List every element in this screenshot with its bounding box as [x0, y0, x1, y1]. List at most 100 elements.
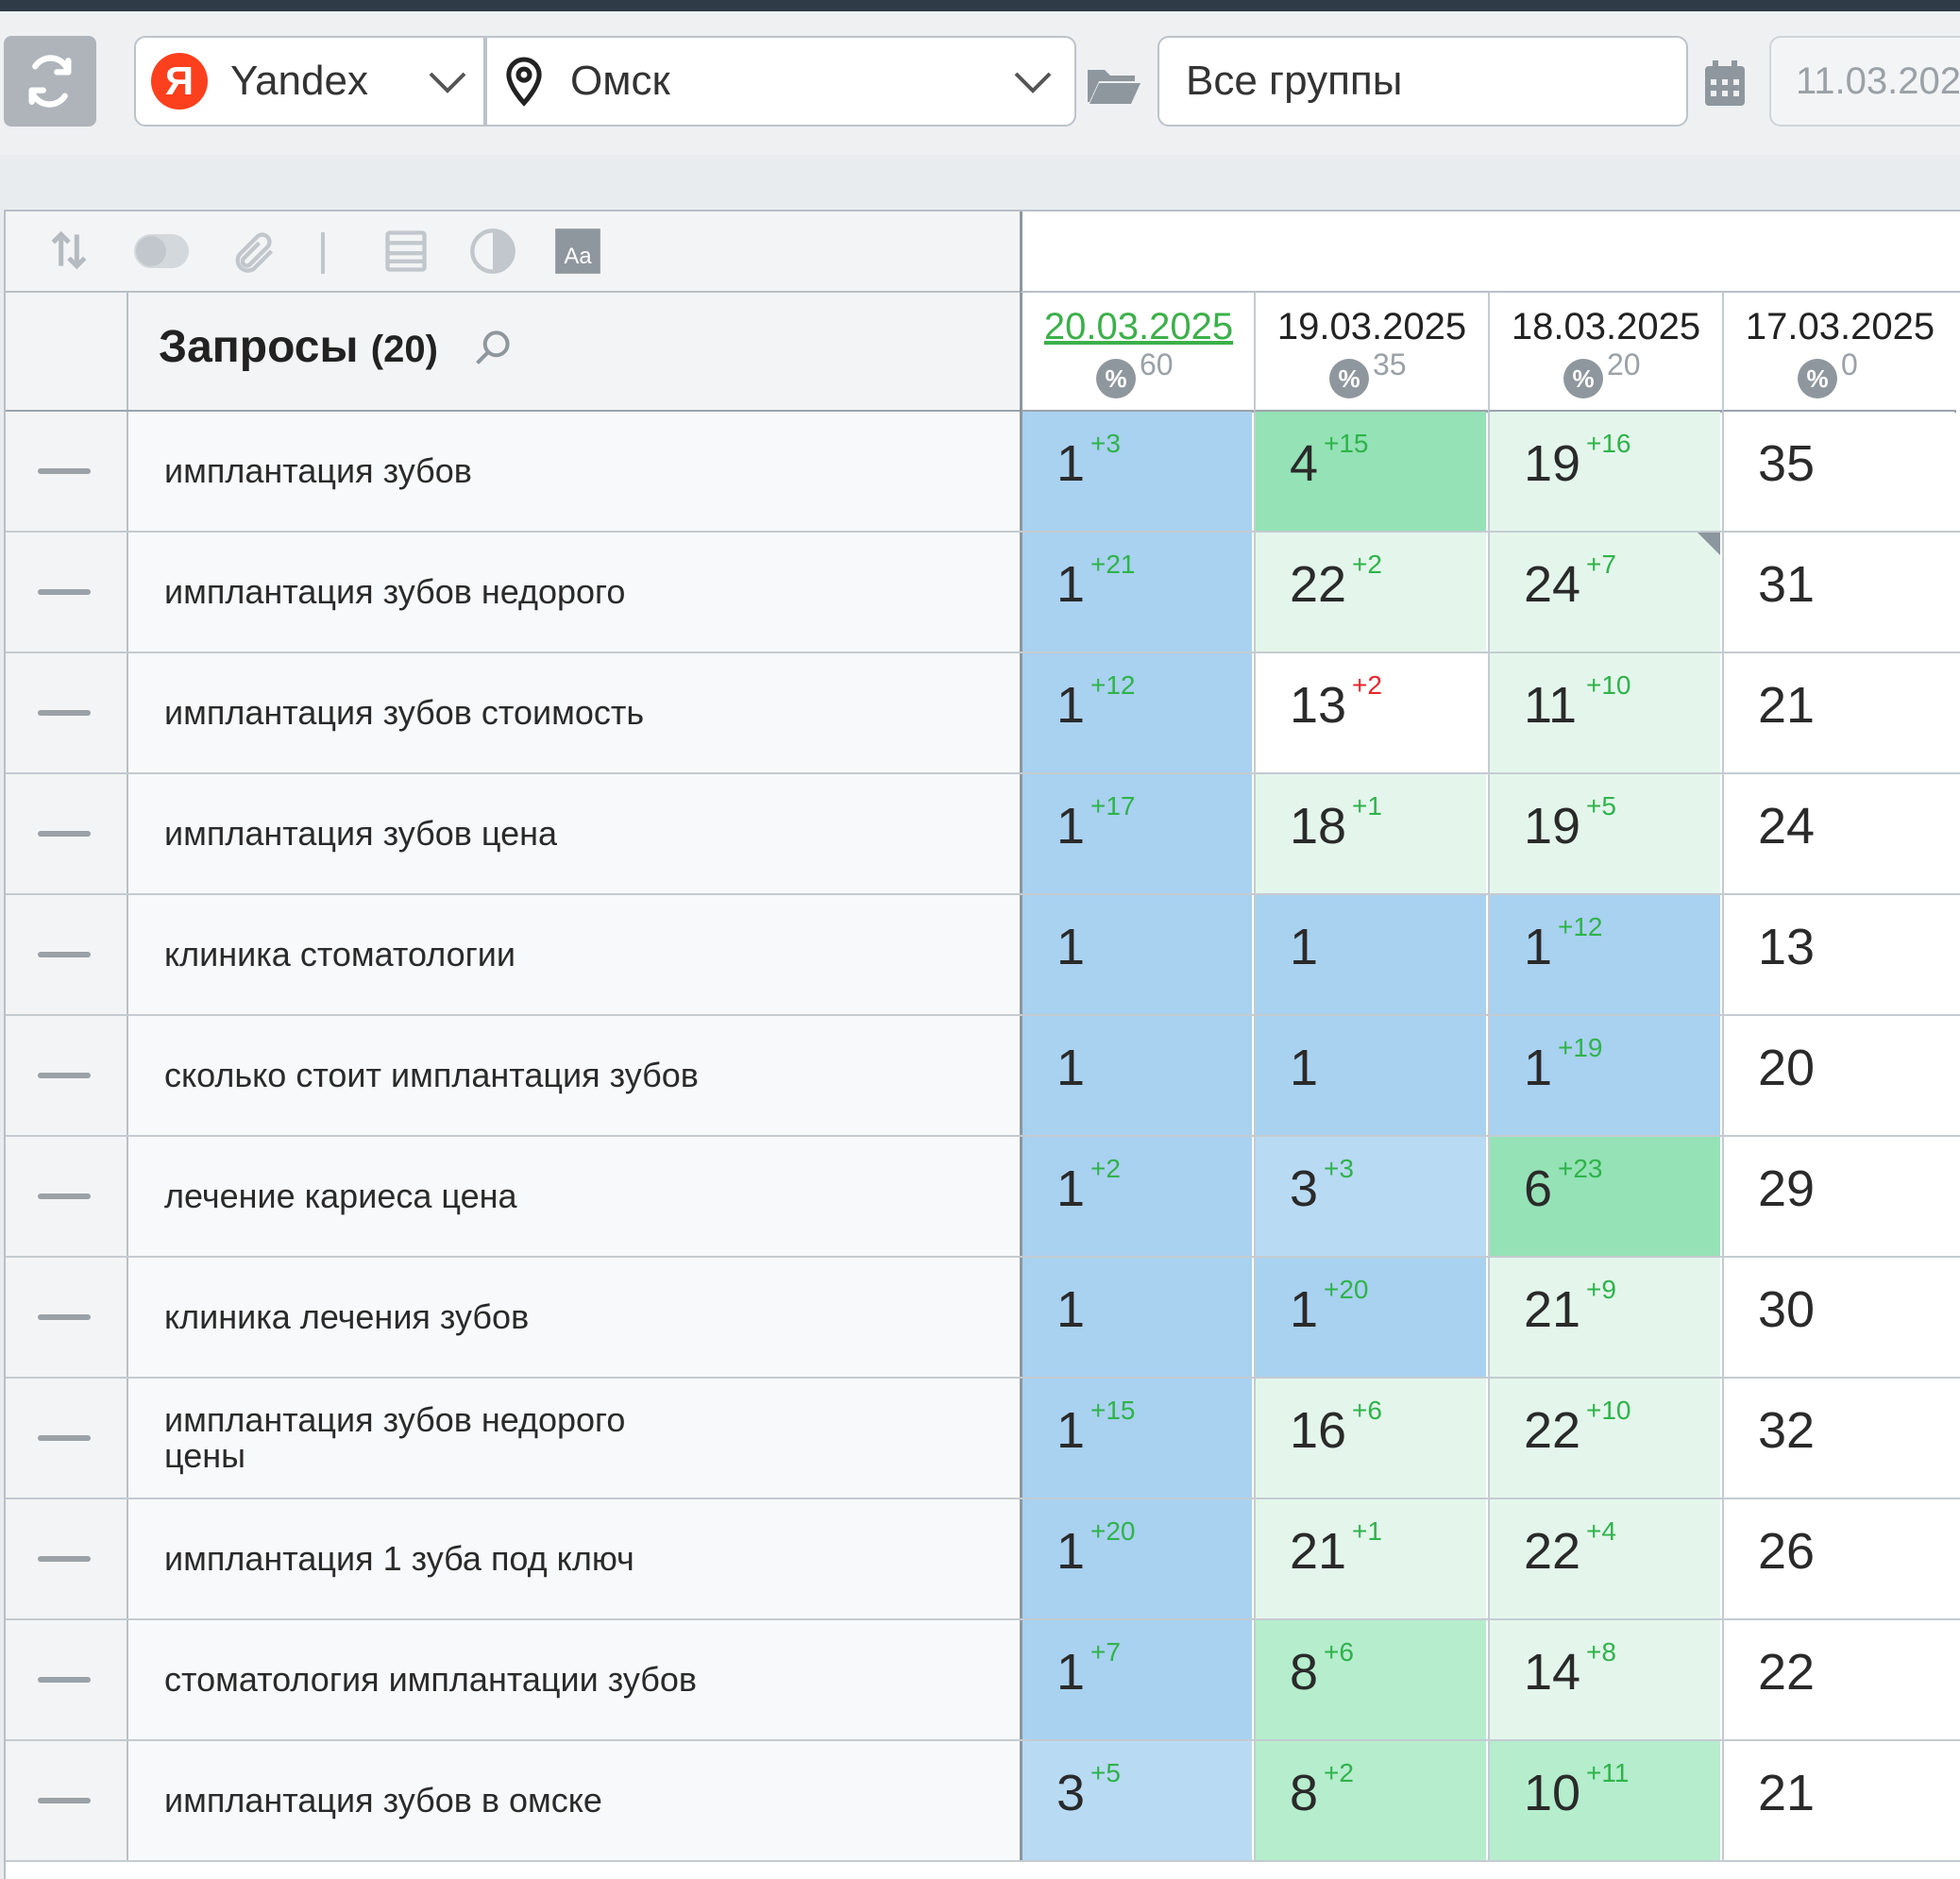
tools-divider — [321, 232, 325, 274]
position-cell[interactable]: 1 +17 — [1020, 774, 1252, 893]
position-cell[interactable]: 1 — [1254, 1016, 1486, 1135]
position-cell[interactable]: 3 +5 — [1020, 1741, 1252, 1860]
position-cell[interactable]: 29 — [1722, 1137, 1954, 1256]
note-corner-marker[interactable] — [1698, 533, 1720, 555]
contrast-icon[interactable] — [468, 227, 517, 276]
refresh-button[interactable] — [4, 36, 96, 127]
date-label[interactable]: 19.03.2025 — [1276, 306, 1467, 347]
position-cell[interactable]: 1 +21 — [1020, 533, 1252, 652]
position-cell[interactable]: 21 — [1722, 1741, 1954, 1860]
position-cell[interactable]: 21 +9 — [1488, 1258, 1720, 1377]
date-label[interactable]: 18.03.2025 — [1511, 306, 1701, 347]
date-column-header[interactable]: 19.03.2025% 35 — [1254, 293, 1488, 413]
date-column-header[interactable]: 17.03.2025% 0 — [1722, 293, 1956, 413]
position-cell[interactable]: 32 — [1722, 1379, 1954, 1498]
query-cell[interactable]: имплантация 1 зуба под ключ — [128, 1499, 1020, 1618]
group-select[interactable]: Все группы — [1157, 36, 1688, 127]
date-column-header[interactable]: 20.03.2025% 60 — [1020, 293, 1255, 413]
table-tools-bar: Aa — [6, 212, 1020, 293]
calendar-icon[interactable] — [1703, 59, 1747, 108]
position-cell[interactable]: 16 +6 — [1254, 1379, 1486, 1498]
row-handle[interactable] — [6, 533, 128, 652]
position-cell[interactable]: 22 +2 — [1254, 533, 1486, 652]
query-cell[interactable]: имплантация зубов стоимость — [128, 653, 1020, 772]
position-cell[interactable]: 1 — [1020, 1016, 1252, 1135]
query-cell[interactable]: имплантация зубов цена — [128, 774, 1020, 893]
position-cell[interactable]: 22 +4 — [1488, 1499, 1720, 1618]
position-cell[interactable]: 1 +7 — [1020, 1620, 1252, 1739]
position-cell[interactable]: 20 — [1722, 1016, 1954, 1135]
position-cell[interactable]: 1 +20 — [1254, 1258, 1486, 1377]
row-handle[interactable] — [6, 1379, 128, 1498]
position-cell[interactable]: 11 +10 — [1488, 653, 1720, 772]
position-cell[interactable]: 22 — [1722, 1620, 1954, 1739]
position-cell[interactable]: 1 +12 — [1488, 895, 1720, 1014]
position-cell[interactable]: 1 — [1020, 895, 1252, 1014]
query-cell[interactable]: имплантация зубов — [128, 412, 1020, 531]
folder-open-icon[interactable] — [1086, 62, 1142, 108]
row-handle[interactable] — [6, 1620, 128, 1739]
position-cell[interactable]: 3 +3 — [1254, 1137, 1486, 1256]
date-from-input[interactable]: 11.03.2025 — [1769, 36, 1960, 127]
query-text: стоматология имплантации зубов — [164, 1660, 698, 1699]
position-cell[interactable]: 21 — [1722, 653, 1954, 772]
position-cell[interactable]: 1 — [1254, 895, 1486, 1014]
position-cell[interactable]: 1 — [1020, 1258, 1252, 1377]
position-cell[interactable]: 1 +20 — [1020, 1499, 1252, 1618]
position-cell[interactable]: 6 +23 — [1488, 1137, 1720, 1256]
position-cell[interactable]: 18 +1 — [1254, 774, 1486, 893]
position-cell[interactable]: 1 +15 — [1020, 1379, 1252, 1498]
toggle-icon[interactable] — [132, 232, 191, 270]
position-cell[interactable]: 19 +5 — [1488, 774, 1720, 893]
position-cell[interactable]: 24 — [1722, 774, 1954, 893]
row-handle[interactable] — [6, 1258, 128, 1377]
position-cell[interactable]: 1 +12 — [1020, 653, 1252, 772]
position-cell[interactable]: 30 — [1722, 1258, 1954, 1377]
row-handle[interactable] — [6, 1499, 128, 1618]
position-cell[interactable]: 21 +1 — [1254, 1499, 1486, 1618]
position-cell[interactable]: 1 +2 — [1020, 1137, 1252, 1256]
query-cell[interactable]: стоматология имплантации зубов — [128, 1620, 1020, 1739]
position-cell[interactable]: 8 +2 — [1254, 1741, 1486, 1860]
position-cell[interactable]: 14 +8 — [1488, 1620, 1720, 1739]
position-cell[interactable]: 8 +6 — [1254, 1620, 1486, 1739]
query-cell[interactable]: клиника стоматологии — [128, 895, 1020, 1014]
position-cell[interactable]: 1 +19 — [1488, 1016, 1720, 1135]
row-handle[interactable] — [6, 1016, 128, 1135]
region-select[interactable]: Омск — [485, 36, 1076, 127]
position-cell[interactable]: 31 — [1722, 533, 1954, 652]
query-cell[interactable]: клиника лечения зубов — [128, 1258, 1020, 1377]
row-handle[interactable] — [6, 895, 128, 1014]
search-engine-select[interactable]: Я Yandex — [134, 36, 485, 127]
position-cell[interactable]: 26 — [1722, 1499, 1954, 1618]
query-cell[interactable]: лечение кариеса цена — [128, 1137, 1020, 1256]
font-size-icon[interactable]: Aa — [553, 227, 602, 276]
row-handle[interactable] — [6, 1137, 128, 1256]
row-handle[interactable] — [6, 774, 128, 893]
position-cell[interactable]: 4 +15 — [1254, 412, 1486, 531]
query-cell[interactable]: сколько стоит имплантация зубов — [128, 1016, 1020, 1135]
position-cell[interactable]: 10 +11 — [1488, 1741, 1720, 1860]
position-cell[interactable]: 35 — [1722, 412, 1954, 531]
position-cell[interactable]: 13 +2 — [1254, 653, 1486, 772]
position-cell[interactable]: 13 — [1722, 895, 1954, 1014]
table-view-icon[interactable] — [381, 227, 431, 276]
row-handle[interactable] — [6, 412, 128, 531]
position-cell[interactable]: 24 +7 — [1488, 533, 1720, 652]
position-cell[interactable]: 1 +3 — [1020, 412, 1252, 531]
sort-icon[interactable] — [45, 227, 93, 274]
paperclip-icon[interactable] — [228, 227, 278, 276]
date-label[interactable]: 20.03.2025 — [1043, 306, 1234, 347]
row-handle[interactable] — [6, 653, 128, 772]
position-cell[interactable]: 22 +10 — [1488, 1379, 1720, 1498]
position-cell[interactable]: 19 +16 — [1488, 412, 1720, 531]
row-handle[interactable] — [6, 1741, 128, 1860]
date-column-header[interactable]: 18.03.2025% 20 — [1488, 293, 1722, 413]
position-value: 1 — [1290, 1281, 1319, 1338]
query-cell[interactable]: имплантация зубов в омске — [128, 1741, 1020, 1860]
query-cell[interactable]: имплантация зубов недорого — [128, 533, 1020, 652]
query-cell[interactable]: имплантация зубов недорого цены — [128, 1379, 1020, 1498]
visibility-percent: 35 — [1373, 347, 1407, 381]
date-label[interactable]: 17.03.2025 — [1745, 306, 1935, 347]
search-icon[interactable] — [472, 327, 514, 368]
